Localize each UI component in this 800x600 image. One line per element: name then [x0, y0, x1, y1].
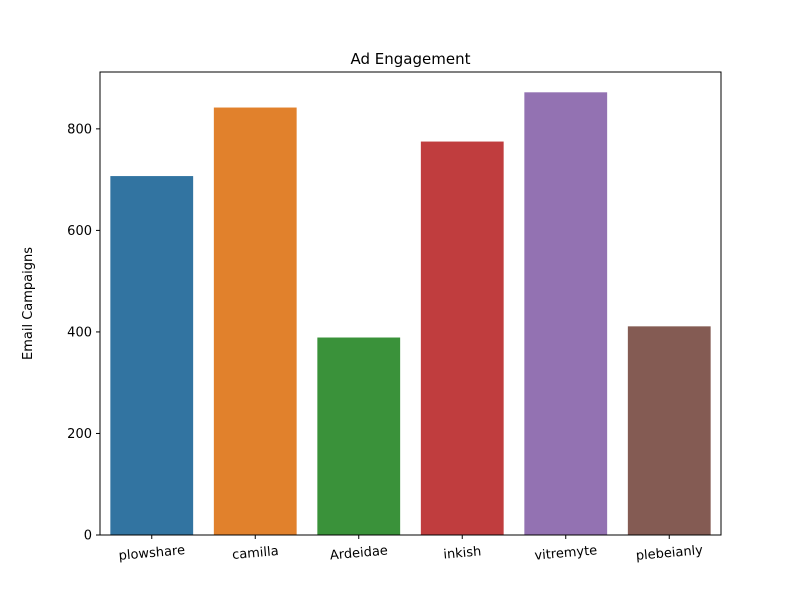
y-tick-label: 200 — [67, 427, 92, 442]
x-tick-label: plebeianly — [635, 543, 704, 564]
bar-inkish — [420, 141, 504, 536]
x-tick-label: camilla — [232, 544, 280, 563]
bar-vitremyte — [524, 92, 608, 536]
bars-layer — [110, 92, 711, 536]
y-tick-label: 600 — [67, 224, 92, 239]
x-tick-label: vitremyte — [534, 543, 598, 563]
x-tick-label: plowshare — [118, 543, 186, 564]
y-tick-label: 800 — [67, 122, 92, 137]
bar-plowshare — [110, 176, 194, 535]
x-tick-label: inkish — [443, 544, 482, 562]
bar-plebeianly — [627, 326, 711, 535]
y-axis-label: Email Campaigns — [21, 247, 36, 360]
y-tick-label: 400 — [67, 325, 92, 340]
bar-ardeidae — [317, 337, 401, 535]
y-tick-label: 0 — [84, 529, 92, 544]
bar-camilla — [213, 107, 297, 535]
chart-title: Ad Engagement — [351, 50, 471, 68]
ticks-layer: plowshare camilla Ardeidae inkish vitremyte p… — [67, 122, 704, 564]
x-tick-label: Ardeidae — [329, 543, 388, 563]
plot-frame — [99, 71, 722, 536]
